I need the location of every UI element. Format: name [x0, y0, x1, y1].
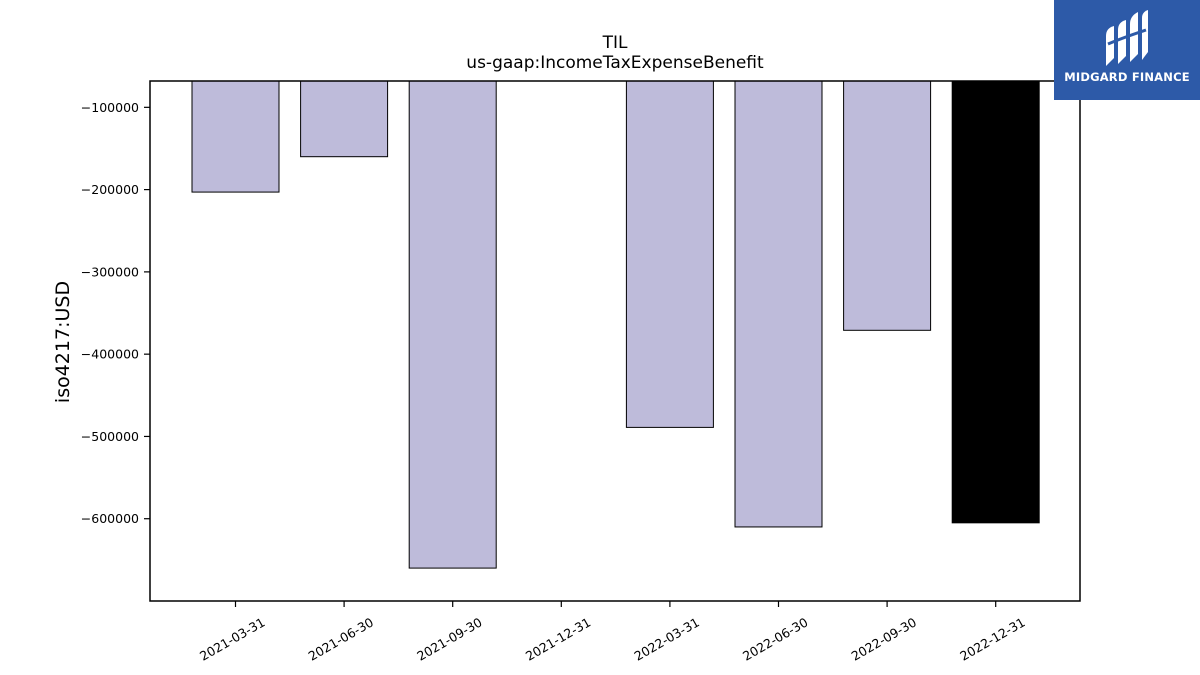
bar-2022-06-30 [734, 80, 823, 528]
x-tick-label: 2021-06-30 [306, 614, 376, 663]
x-tick-label: 2022-06-30 [740, 614, 810, 663]
y-tick-label: −600000 [81, 511, 139, 526]
x-tick-label: 2022-12-31 [957, 614, 1027, 663]
plot-frame [149, 80, 1081, 602]
bar-2022-09-30 [843, 80, 932, 331]
x-tick-label: 2022-03-31 [631, 614, 701, 663]
bar-2021-06-30 [300, 80, 389, 158]
x-tick-label: 2021-09-30 [414, 614, 484, 663]
y-tick-label: −300000 [81, 264, 139, 279]
logo-text: MIDGARD FINANCE [1064, 70, 1190, 84]
bar-2021-03-31 [191, 80, 280, 193]
y-tick-label: −500000 [81, 429, 139, 444]
chart-title: TIL [602, 33, 628, 53]
x-tick-label: 2022-09-30 [849, 614, 919, 663]
chart-subtitle: us-gaap:IncomeTaxExpenseBenefit [466, 53, 764, 73]
x-tick-label: 2021-03-31 [197, 614, 267, 663]
y-tick-label: −400000 [81, 347, 139, 362]
bars-layer [191, 80, 1040, 569]
y-tick-label: −200000 [81, 182, 139, 197]
y-tick-label: −100000 [81, 100, 139, 115]
company-logo: MIDGARD FINANCE [1054, 0, 1200, 100]
bar-2022-12-31 [951, 80, 1040, 524]
x-tick-label: 2021-12-31 [523, 614, 593, 663]
y-axis-label: iso4217:USD [52, 281, 74, 403]
logo-mark-icon [1106, 10, 1148, 66]
bar-2022-03-31 [625, 80, 714, 428]
bar-2021-09-30 [408, 80, 497, 569]
